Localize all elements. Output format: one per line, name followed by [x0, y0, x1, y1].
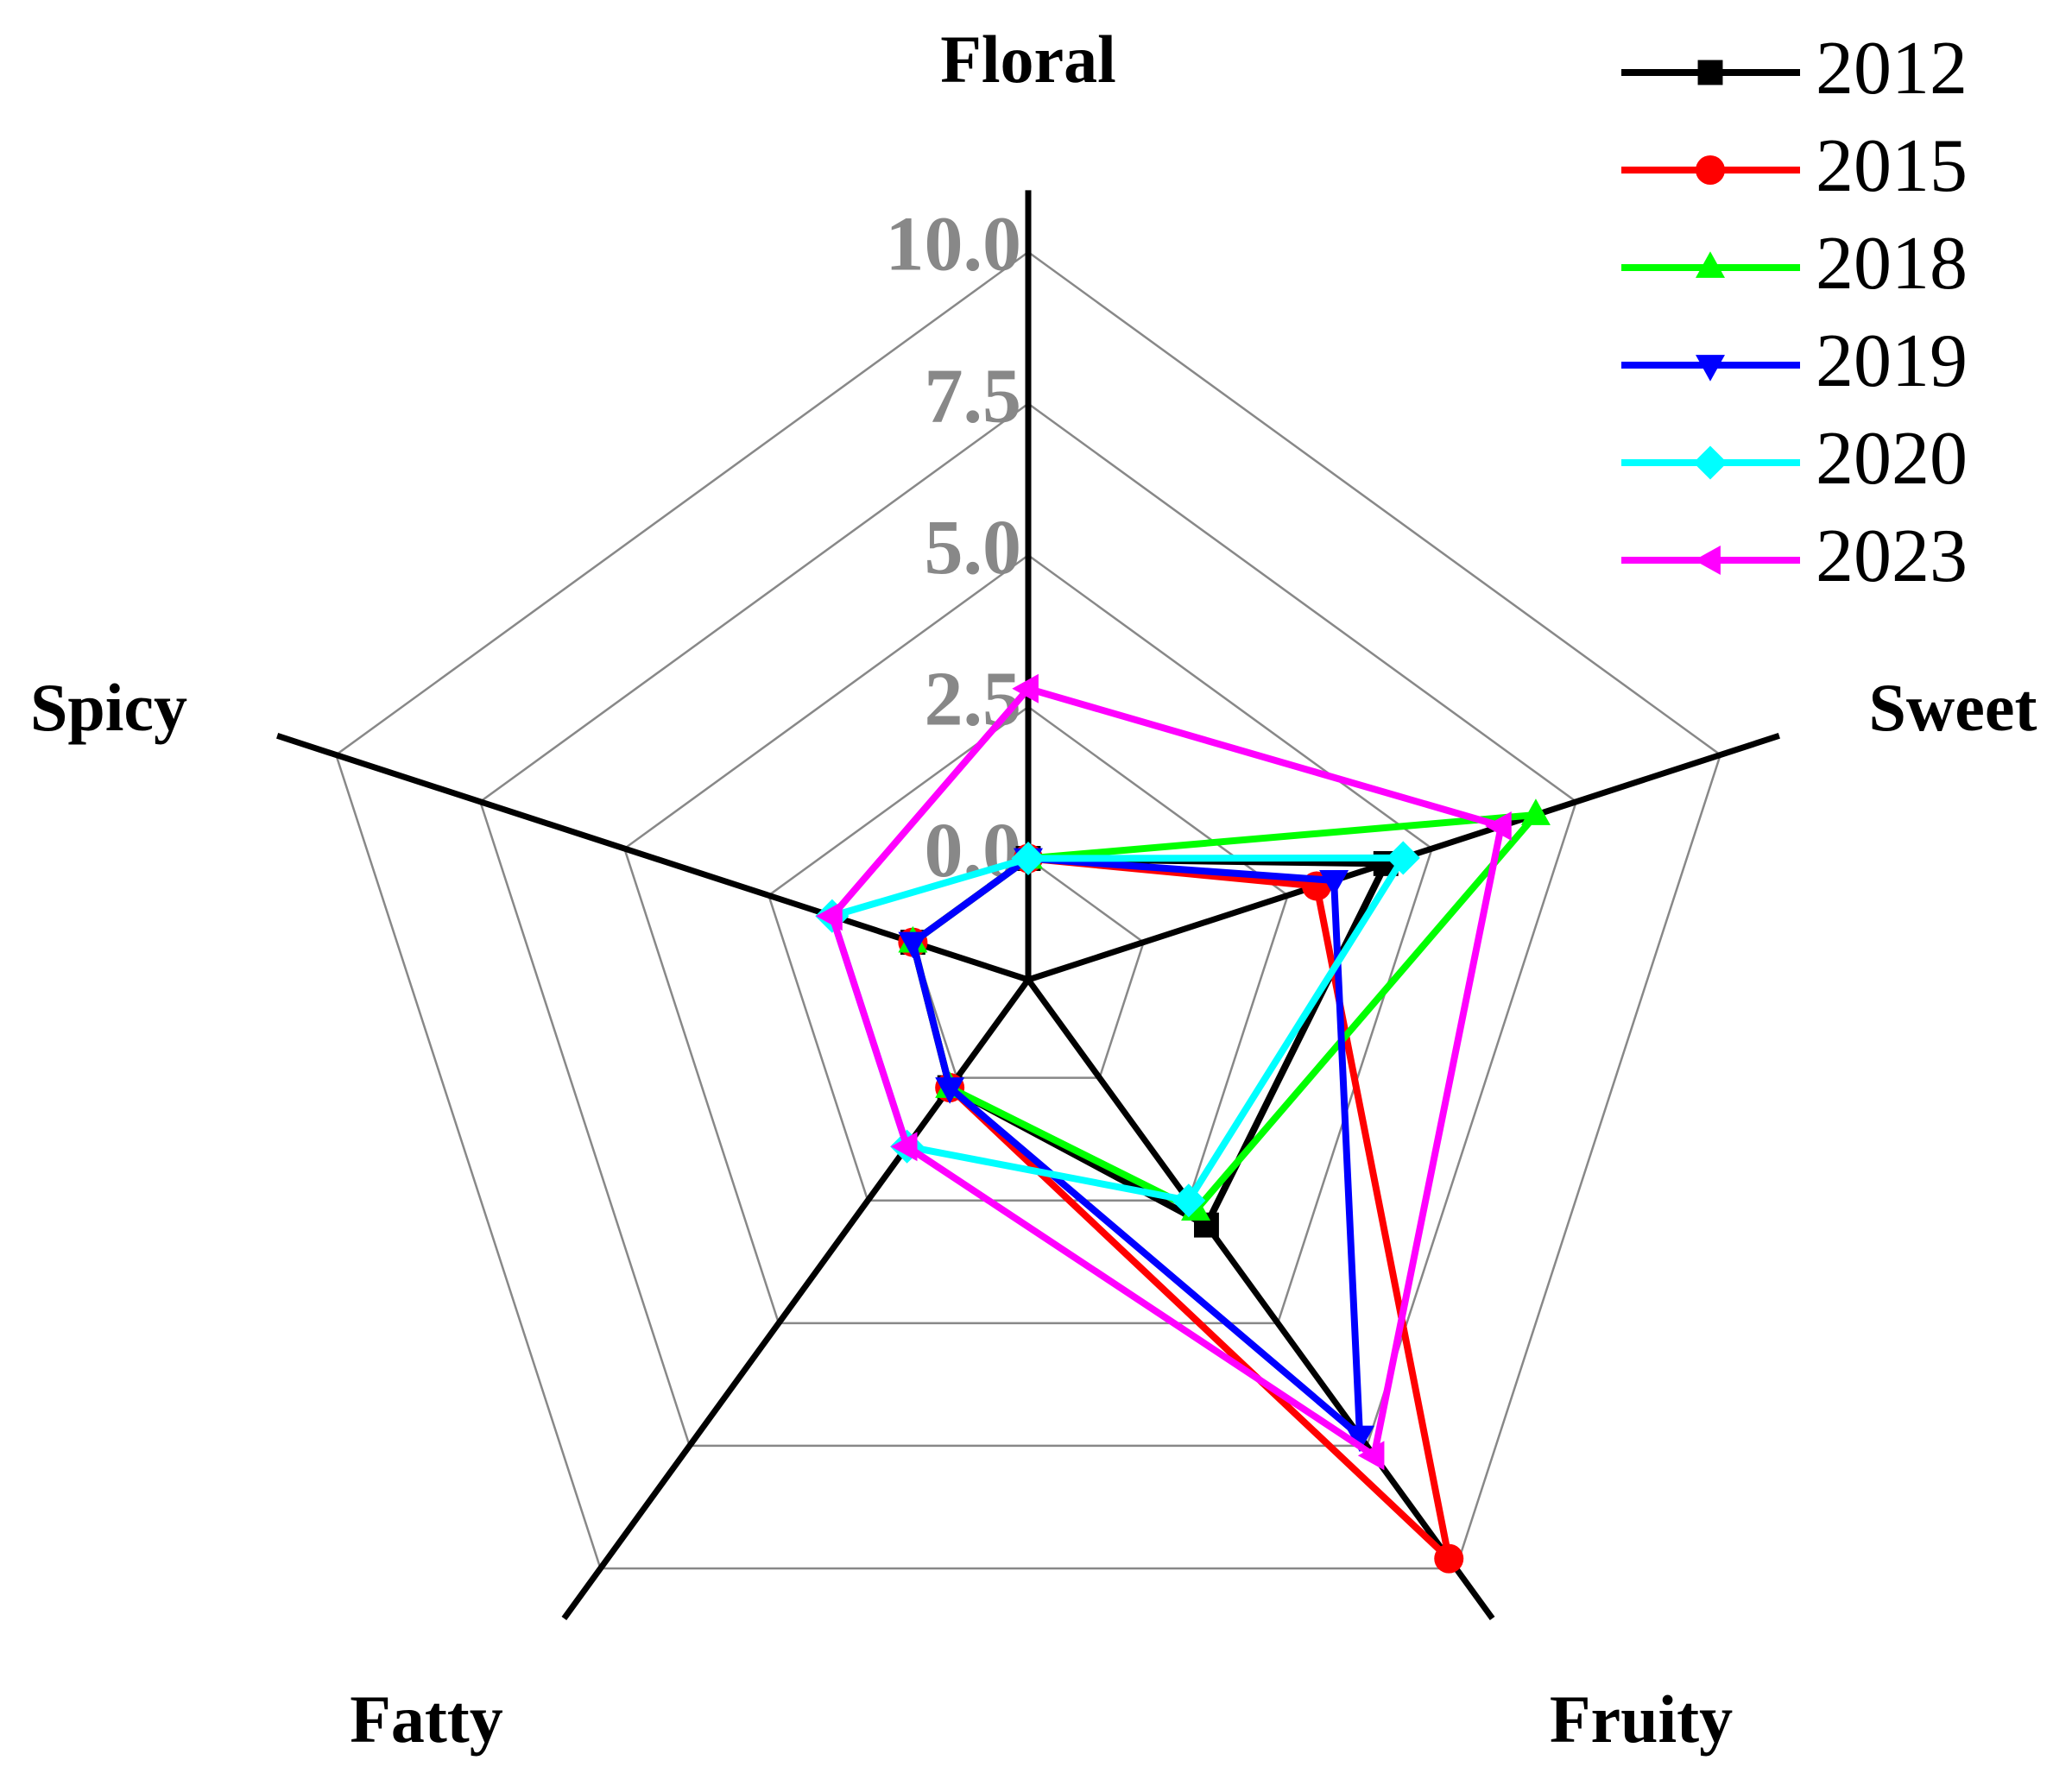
data-point	[1012, 673, 1039, 704]
legend-label: 2019	[1816, 319, 1968, 403]
legend-marker	[1693, 445, 1728, 480]
data-point	[1011, 841, 1045, 876]
category-label: Floral	[940, 22, 1116, 97]
data-point	[898, 931, 928, 959]
category-label: Sweet	[1869, 670, 2037, 745]
data-point	[1172, 1183, 1206, 1218]
legend-marker	[1696, 251, 1725, 278]
series-line	[828, 854, 1407, 1204]
r-tick-label: 7.5	[925, 353, 1022, 439]
data-point	[1485, 811, 1512, 841]
data-point	[1434, 1543, 1464, 1574]
r-tick-label: 10.0	[886, 202, 1022, 287]
data-point	[816, 901, 843, 931]
data-point	[1520, 798, 1551, 825]
data-point	[1319, 870, 1349, 897]
axis-spoke	[1026, 977, 1495, 1621]
category-label: Fatty	[350, 1682, 503, 1757]
legend-label: 2015	[1816, 124, 1968, 208]
legend-label: 2012	[1816, 27, 1968, 110]
legend-marker	[1697, 60, 1723, 85]
grid-ring	[478, 402, 1578, 1448]
legend-label: 2023	[1816, 514, 1968, 598]
grid-ring	[622, 553, 1434, 1325]
category-label: Fruity	[1550, 1682, 1733, 1757]
legend-marker	[1696, 155, 1725, 185]
legend-marker	[1696, 355, 1725, 382]
category-label: Spicy	[30, 670, 187, 745]
r-tick-label: 0.0	[925, 808, 1022, 893]
legend-label: 2020	[1816, 417, 1968, 501]
data-point	[1386, 841, 1420, 875]
data-point	[1345, 1425, 1375, 1453]
grid-ring	[334, 250, 1722, 1570]
series-line	[828, 685, 1505, 1460]
series-line	[909, 855, 1364, 1440]
r-tick-label: 2.5	[925, 657, 1022, 742]
data-point	[1357, 1441, 1385, 1471]
data-point	[935, 1077, 965, 1104]
r-tick-label: 5.0	[925, 505, 1022, 590]
legend-marker	[1694, 546, 1721, 575]
legend-label: 2018	[1816, 222, 1968, 306]
data-point	[890, 1132, 918, 1162]
